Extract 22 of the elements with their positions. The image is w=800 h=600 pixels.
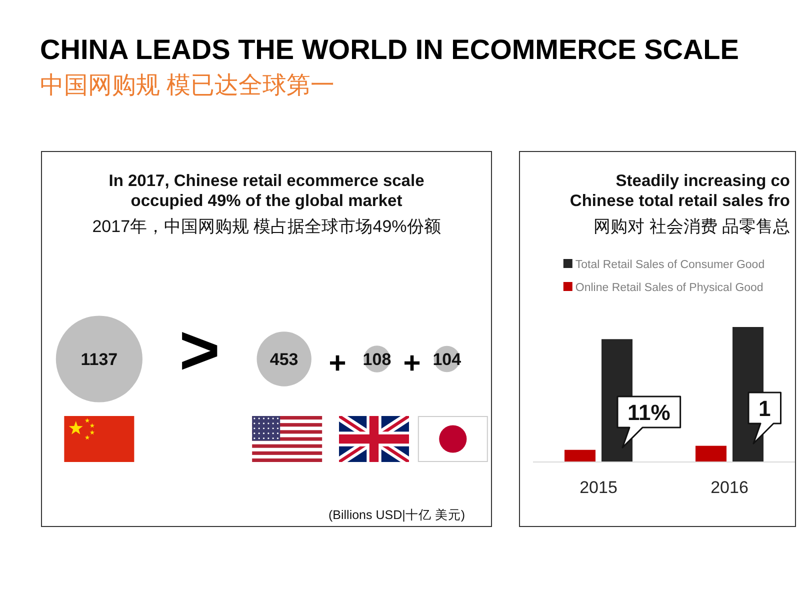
bar — [564, 450, 596, 462]
data-label: 104 — [432, 350, 462, 369]
chart-title: Steadily increasing co Chinese total retail sales fro — [570, 172, 790, 210]
text: 中国网购规 模已达全球第一 — [40, 72, 335, 99]
x-tick-label: 2015 — [580, 478, 618, 497]
annotation: 1 — [758, 396, 771, 421]
text: 2017年，中国网购规 模占据全球市场49%份额 — [92, 217, 441, 236]
text: CHINA LEADS THE WORLD IN ECOMMERCE SCALE — [40, 34, 739, 65]
text: > — [179, 311, 220, 389]
legend-label: Total Retail Sales of Consumer Good — [575, 259, 765, 271]
chart-subtitle: 网购对 社会消费 品零售总 — [594, 217, 790, 236]
data-label: 1137 — [80, 350, 118, 369]
annotation: 11% — [628, 400, 670, 426]
bar — [696, 446, 726, 462]
data-label: 108 — [362, 350, 392, 369]
text: In 2017, Chinese retail ecommerce scale occupied 49% of the global market — [108, 172, 424, 210]
legend-label: Online Retail Sales of Physical Good — [575, 282, 764, 294]
x-tick-label: 2016 — [710, 478, 748, 497]
text: + — [328, 347, 346, 380]
text: (Billions USD|十亿 美元) — [328, 507, 465, 522]
text: + — [403, 347, 421, 380]
data-label: 453 — [270, 350, 298, 369]
